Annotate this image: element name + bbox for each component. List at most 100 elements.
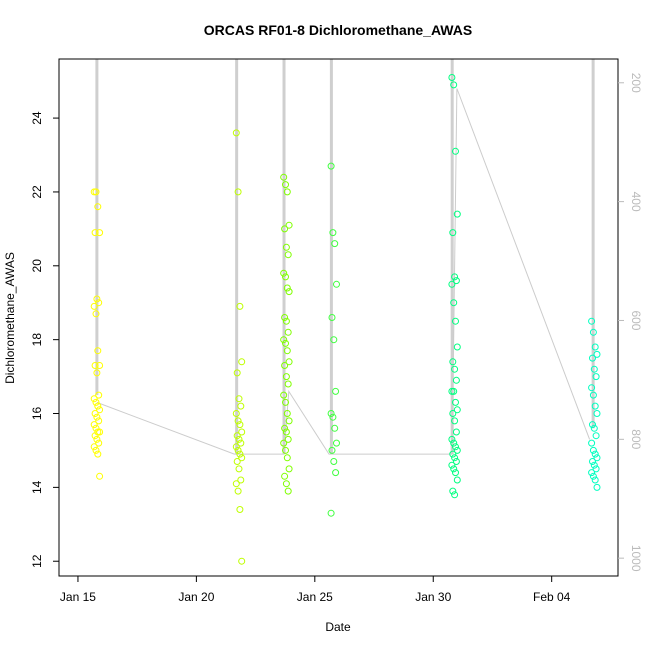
data-point bbox=[96, 362, 104, 369]
data-point bbox=[233, 432, 241, 440]
data-point bbox=[333, 439, 340, 447]
data-point bbox=[451, 365, 459, 373]
data-point bbox=[453, 446, 461, 454]
data-point bbox=[94, 402, 102, 410]
data-point bbox=[589, 472, 597, 480]
y-tick-label: 14 bbox=[30, 480, 44, 494]
data-point bbox=[232, 480, 240, 488]
data-point bbox=[237, 439, 245, 447]
trace-line bbox=[96, 88, 591, 455]
data-point bbox=[330, 336, 338, 344]
data-point bbox=[452, 398, 459, 406]
data-point bbox=[236, 506, 244, 513]
data-point bbox=[282, 317, 290, 325]
data-point bbox=[448, 74, 456, 81]
data-point bbox=[453, 476, 461, 484]
data-point bbox=[281, 314, 289, 321]
data-point bbox=[280, 336, 288, 344]
data-point bbox=[448, 461, 456, 469]
data-point bbox=[285, 288, 293, 296]
data-point bbox=[96, 229, 104, 237]
data-point bbox=[280, 269, 288, 277]
data-point bbox=[284, 487, 292, 495]
data-point bbox=[282, 373, 290, 381]
data-point bbox=[327, 162, 335, 170]
data-point bbox=[236, 421, 244, 429]
data-point bbox=[93, 295, 101, 303]
data-point bbox=[95, 439, 103, 447]
data-point bbox=[590, 365, 598, 373]
data-point bbox=[327, 509, 335, 517]
data-point bbox=[236, 302, 244, 310]
y-tick-label: 12 bbox=[30, 554, 44, 568]
data-point bbox=[591, 450, 599, 458]
data-point bbox=[283, 284, 291, 292]
data-point bbox=[238, 557, 246, 565]
data-point bbox=[90, 302, 98, 310]
data-point bbox=[593, 454, 601, 462]
data-point bbox=[331, 424, 339, 432]
data-point bbox=[283, 410, 291, 417]
altitude-spike-0 bbox=[95, 59, 99, 396]
data-point bbox=[452, 147, 459, 155]
data-point bbox=[449, 450, 457, 458]
data-point bbox=[327, 410, 335, 417]
data-point bbox=[284, 380, 292, 388]
data-point bbox=[589, 458, 596, 465]
data-point bbox=[451, 491, 459, 499]
data-points bbox=[90, 74, 601, 565]
data-point bbox=[328, 446, 336, 454]
data-point bbox=[95, 299, 103, 307]
altitude-spike-1 bbox=[235, 59, 239, 455]
data-point bbox=[593, 350, 601, 358]
secondary-y-axis: 200 400 600 800 1000 bbox=[618, 73, 643, 572]
x-tick-label: Jan 15 bbox=[60, 590, 96, 604]
data-point bbox=[280, 439, 288, 447]
data-point bbox=[281, 362, 289, 369]
x-tick-label: Jan 20 bbox=[178, 590, 214, 604]
secondary-y-tick-label: 400 bbox=[629, 192, 643, 212]
data-point bbox=[590, 461, 598, 469]
data-point bbox=[94, 347, 102, 355]
data-point bbox=[232, 129, 240, 137]
data-point bbox=[91, 229, 99, 237]
data-point bbox=[589, 391, 597, 399]
data-point bbox=[589, 328, 597, 336]
data-point bbox=[592, 432, 600, 440]
data-point bbox=[332, 387, 340, 395]
data-point bbox=[450, 439, 458, 447]
data-point bbox=[452, 469, 459, 477]
data-point bbox=[588, 384, 596, 392]
data-point bbox=[232, 410, 240, 417]
data-point bbox=[285, 358, 293, 366]
data-point bbox=[235, 435, 243, 443]
data-point bbox=[450, 387, 458, 395]
data-point bbox=[588, 439, 596, 447]
data-point bbox=[588, 469, 596, 477]
data-point bbox=[283, 347, 291, 355]
chart-title: ORCAS RF01-8 Dichloromethane_AWAS bbox=[204, 22, 472, 38]
data-point bbox=[452, 458, 460, 465]
data-point bbox=[452, 443, 459, 451]
secondary-y-tick-label: 800 bbox=[629, 429, 643, 449]
data-point bbox=[237, 476, 245, 484]
data-point bbox=[285, 417, 293, 425]
data-point bbox=[91, 362, 99, 369]
data-point bbox=[329, 229, 337, 237]
data-point bbox=[282, 339, 289, 347]
data-point bbox=[92, 424, 100, 432]
data-point bbox=[234, 188, 242, 196]
plot-frame bbox=[58, 58, 619, 577]
data-point bbox=[593, 483, 601, 491]
secondary-y-tick-label: 200 bbox=[629, 73, 643, 93]
data-point bbox=[90, 443, 98, 451]
data-point bbox=[330, 458, 338, 465]
data-point bbox=[449, 229, 457, 237]
y-tick-label: 20 bbox=[30, 259, 44, 273]
data-point bbox=[452, 277, 460, 285]
data-point bbox=[238, 358, 246, 366]
data-point bbox=[453, 406, 461, 414]
altitude-spike-3 bbox=[329, 59, 333, 455]
data-point bbox=[93, 435, 101, 443]
data-point bbox=[238, 454, 246, 462]
